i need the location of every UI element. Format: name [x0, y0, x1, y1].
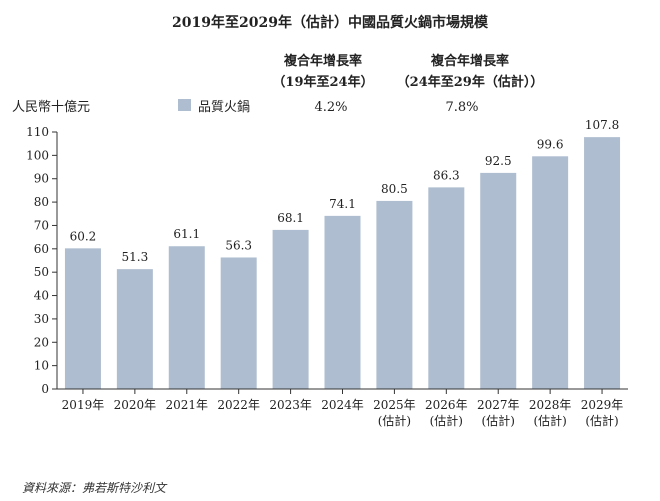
legend-swatch [178, 99, 191, 111]
bar-7 [428, 187, 465, 389]
cagr-2024-2029-period: （24年至29年（估計）） [397, 74, 544, 90]
bar-value-label: 74.1 [329, 197, 356, 211]
cagr-2024-2029-value: 7.8% [445, 100, 478, 115]
bar-value-label: 60.2 [70, 229, 97, 243]
y-tick-label: 100 [26, 148, 49, 162]
x-category-label: (估計) [430, 413, 463, 428]
bar-2 [168, 246, 205, 389]
cagr-2019-2024-value: 4.2% [314, 100, 347, 115]
bar-value-label: 51.3 [122, 250, 149, 264]
y-tick-label: 80 [34, 195, 49, 209]
bar-0 [64, 248, 101, 389]
x-category-label: 2023年 [269, 398, 312, 412]
y-tick-label: 30 [34, 312, 49, 326]
bar-8 [480, 172, 517, 389]
x-category-label: 2029年 [581, 398, 624, 412]
y-tick-label: 60 [34, 242, 49, 256]
bar-10 [584, 137, 621, 389]
y-tick-label: 10 [34, 359, 49, 373]
x-category-label: (估計) [482, 413, 515, 428]
x-category-label: (估計) [533, 413, 566, 428]
bar-5 [324, 215, 361, 389]
plot-area: 0 10 20 30 40 50 60 70 80 90 100 110 60.2 2019年 51.3 20… [26, 118, 628, 428]
x-category-label: 2027年 [477, 398, 520, 412]
source-note: 資料來源：弗若斯特沙利文 [22, 481, 168, 495]
x-category-label: (估計) [585, 413, 618, 428]
x-category-label: 2019年 [62, 398, 105, 412]
bar-value-label: 99.6 [537, 137, 564, 151]
y-tick-label: 110 [26, 125, 49, 139]
x-category-label: (估計) [378, 413, 411, 428]
bar-1 [116, 269, 153, 389]
bar-value-label: 86.3 [433, 168, 460, 182]
bar-value-label: 56.3 [225, 238, 252, 252]
y-tick-label: 40 [34, 289, 49, 303]
bar-value-label: 80.5 [381, 182, 408, 196]
x-category-label: 2024年 [321, 398, 364, 412]
bar-value-label: 68.1 [277, 211, 304, 225]
y-tick-label: 20 [34, 335, 49, 349]
x-category-label: 2020年 [114, 398, 157, 412]
bar-value-label: 92.5 [485, 154, 512, 168]
legend-label: 品質火鍋 [198, 99, 250, 115]
x-category-label: 2026年 [425, 398, 468, 412]
x-category-label: 2025年 [373, 398, 416, 412]
bar-value-label: 61.1 [173, 227, 200, 241]
y-tick-label: 70 [34, 218, 49, 232]
y-tick-label: 90 [34, 172, 49, 186]
y-tick-label: 50 [34, 265, 49, 279]
bar-3 [220, 257, 257, 389]
x-category-label: 2028年 [529, 398, 572, 412]
bar-6 [376, 200, 413, 389]
unit-label: 人民幣十億元 [12, 99, 90, 115]
cagr-2019-2024-period: （19年至24年） [272, 74, 373, 90]
bar-4 [272, 229, 309, 389]
cagr-2019-2024-heading: 複合年增長率 [283, 53, 362, 69]
chart-title: 2019年至2029年（估計）中國品質火鍋市場規模 [172, 14, 489, 31]
cagr-2024-2029-heading: 複合年增長率 [430, 53, 509, 69]
bar-9 [532, 156, 569, 389]
bar-value-label: 107.8 [585, 118, 619, 132]
x-category-label: 2022年 [217, 398, 260, 412]
x-category-label: 2021年 [165, 398, 208, 412]
y-tick-label: 0 [41, 382, 49, 396]
